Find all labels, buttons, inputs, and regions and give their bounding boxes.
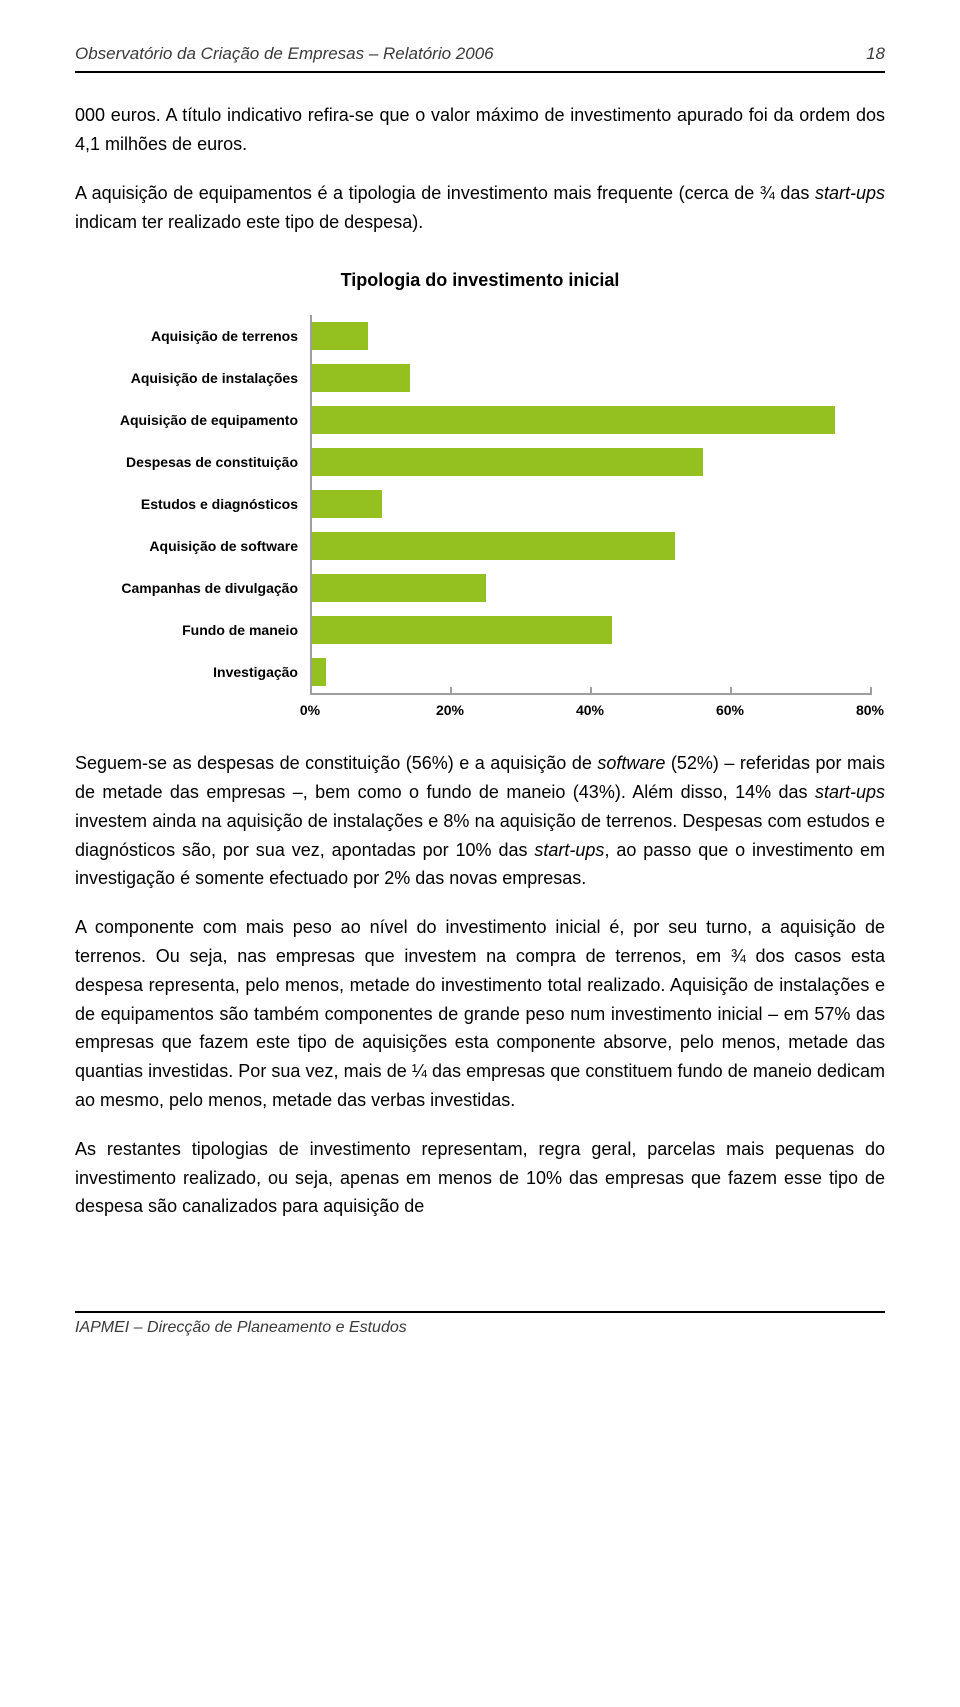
page-footer: IAPMEI – Direcção de Planeamento e Estud… — [75, 1311, 885, 1341]
chart-bar — [312, 322, 368, 350]
chart-title: Tipologia do investimento inicial — [75, 266, 885, 295]
axis-tick-label: 80% — [856, 699, 884, 721]
p3-text-a: Seguem-se as despesas de constituição (5… — [75, 753, 597, 773]
chart-bar — [312, 658, 326, 686]
chart-bar — [312, 364, 410, 392]
paragraph-3: Seguem-se as despesas de constituição (5… — [75, 749, 885, 893]
chart-row: Estudos e diagnósticos — [90, 483, 870, 525]
chart-x-axis: 0%20%40%60%80% — [90, 693, 870, 721]
axis-tick — [310, 687, 312, 695]
chart-bar — [312, 532, 675, 560]
chart-category-label: Despesas de constituição — [90, 441, 310, 483]
chart-category-label: Aquisição de software — [90, 525, 310, 567]
chart-category-label: Estudos e diagnósticos — [90, 483, 310, 525]
axis-tick — [590, 687, 592, 695]
p3-italic-f: start-ups — [534, 840, 604, 860]
axis-tick-label: 60% — [716, 699, 744, 721]
paragraph-4: A componente com mais peso ao nível do i… — [75, 913, 885, 1115]
chart-row: Fundo de maneio — [90, 609, 870, 651]
chart-bar-cell — [310, 399, 870, 441]
chart-row: Despesas de constituição — [90, 441, 870, 483]
chart-category-label: Campanhas de divulgação — [90, 567, 310, 609]
p5-text: As restantes tipologias de investimento … — [75, 1139, 885, 1217]
paragraph-2: A aquisição de equipamentos é a tipologi… — [75, 179, 885, 237]
p3-italic-d: start-ups — [815, 782, 885, 802]
axis-tick-label: 40% — [576, 699, 604, 721]
chart-bar — [312, 616, 612, 644]
chart-bar-cell — [310, 525, 870, 567]
chart-bar-cell — [310, 483, 870, 525]
chart-row: Campanhas de divulgação — [90, 567, 870, 609]
document-page: Observatório da Criação de Empresas – Re… — [0, 0, 960, 1361]
axis-tick — [870, 687, 872, 695]
chart-bar-cell — [310, 609, 870, 651]
axis-tick-label: 0% — [300, 699, 320, 721]
chart-row: Investigação — [90, 651, 870, 693]
axis-spacer — [90, 693, 310, 721]
chart-bar — [312, 574, 486, 602]
paragraph-5: As restantes tipologias de investimento … — [75, 1135, 885, 1221]
page-header: Observatório da Criação de Empresas – Re… — [75, 40, 885, 73]
footer-text: IAPMEI – Direcção de Planeamento e Estud… — [75, 1319, 407, 1336]
p1-text: 000 euros. A título indicativo refira-se… — [75, 105, 885, 154]
chart-category-label: Fundo de maneio — [90, 609, 310, 651]
paragraph-1: 000 euros. A título indicativo refira-se… — [75, 101, 885, 159]
axis-tick — [730, 687, 732, 695]
p2-italic-b: start-ups — [815, 183, 885, 203]
axis-tick-label: 20% — [436, 699, 464, 721]
chart-bar-cell — [310, 315, 870, 357]
chart-category-label: Aquisição de instalações — [90, 357, 310, 399]
header-title: Observatório da Criação de Empresas – Re… — [75, 40, 494, 67]
chart-category-label: Investigação — [90, 651, 310, 693]
chart-row: Aquisição de terrenos — [90, 315, 870, 357]
axis-cell: 0%20%40%60%80% — [310, 693, 870, 721]
p2-text-a: A aquisição de equipamentos é a tipologi… — [75, 183, 815, 203]
p4-text: A componente com mais peso ao nível do i… — [75, 917, 885, 1110]
chart-row: Aquisição de software — [90, 525, 870, 567]
axis-tick — [450, 687, 452, 695]
header-page-number: 18 — [866, 40, 885, 67]
chart-bar — [312, 490, 382, 518]
chart-bar-cell — [310, 357, 870, 399]
p3-italic-b: software — [597, 753, 665, 773]
chart-bar — [312, 448, 703, 476]
chart-bar — [312, 406, 835, 434]
chart-category-label: Aquisição de equipamento — [90, 399, 310, 441]
chart-bar-cell — [310, 441, 870, 483]
investment-typology-chart: Aquisição de terrenosAquisição de instal… — [90, 315, 870, 721]
chart-row: Aquisição de instalações — [90, 357, 870, 399]
chart-row: Aquisição de equipamento — [90, 399, 870, 441]
p2-text-c: indicam ter realizado este tipo de despe… — [75, 212, 423, 232]
chart-bar-cell — [310, 567, 870, 609]
chart-category-label: Aquisição de terrenos — [90, 315, 310, 357]
